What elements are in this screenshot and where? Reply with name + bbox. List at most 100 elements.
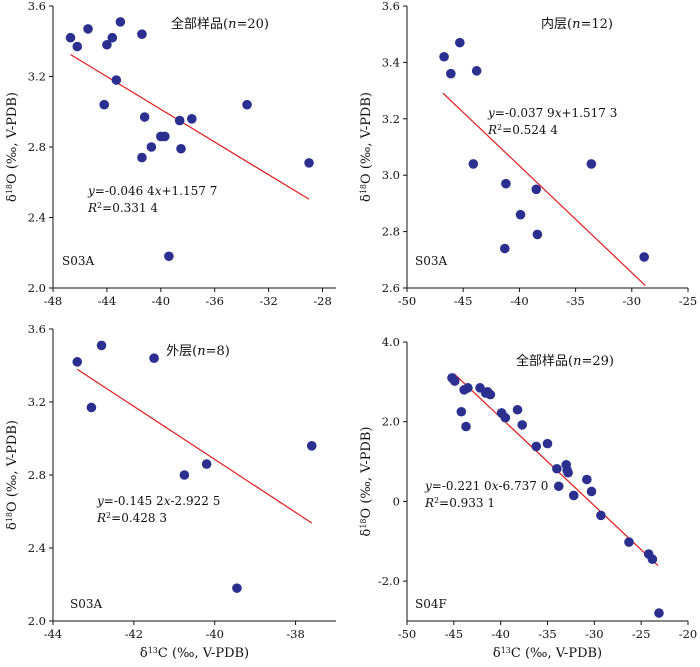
data-point bbox=[455, 37, 465, 48]
x-tick-label: -35 bbox=[566, 294, 585, 308]
data-point bbox=[532, 229, 543, 240]
y-tick-label: 3.2 bbox=[28, 395, 46, 409]
data-point bbox=[468, 159, 479, 169]
x-tick-label: -20 bbox=[679, 627, 698, 641]
data-point bbox=[563, 467, 573, 478]
data-point bbox=[149, 353, 159, 364]
y-tick-label: 2.0 bbox=[28, 614, 46, 628]
data-point bbox=[586, 159, 597, 169]
data-point bbox=[146, 142, 157, 152]
sample-id-label: S04F bbox=[415, 597, 447, 611]
data-point bbox=[176, 143, 186, 154]
x-tick-label: -48 bbox=[44, 294, 63, 308]
regression-equation: y=-0.221 0x-6.737 0 bbox=[424, 479, 548, 493]
x-axis-label: δ13C (‰, V-PDB) bbox=[493, 646, 602, 662]
x-tick-label: -42 bbox=[125, 627, 144, 641]
data-point bbox=[160, 131, 170, 142]
x-tick-label: -44 bbox=[44, 627, 63, 641]
x-tick-label: -36 bbox=[205, 294, 224, 308]
y-tick-label: 3.2 bbox=[382, 112, 400, 126]
data-point bbox=[568, 490, 579, 501]
data-point bbox=[512, 404, 523, 415]
x-tick-label: -30 bbox=[585, 627, 604, 641]
data-point bbox=[439, 51, 449, 62]
x-tick-label: -25 bbox=[632, 627, 651, 641]
data-point bbox=[449, 376, 460, 386]
data-point bbox=[586, 486, 597, 497]
x-tick-label: -32 bbox=[259, 294, 278, 308]
data-point bbox=[463, 383, 473, 393]
x-tick-label: -40 bbox=[152, 294, 171, 308]
x-tick-label: -44 bbox=[98, 294, 117, 308]
r-squared-label: R2=0.331 4 bbox=[87, 201, 158, 216]
panel-title: 全部样品(n=20) bbox=[171, 16, 269, 32]
r-squared-label: R2=0.524 4 bbox=[487, 123, 558, 138]
data-point bbox=[102, 39, 112, 50]
x-tick-label: -45 bbox=[445, 627, 464, 641]
data-point bbox=[531, 441, 542, 452]
regression-equation: y=-0.046 4x+1.157 7 bbox=[87, 184, 217, 198]
y-tick-label: 3.4 bbox=[382, 55, 400, 69]
r-squared-label: R2=0.933 1 bbox=[424, 496, 495, 511]
data-point bbox=[99, 99, 110, 110]
data-point bbox=[500, 412, 511, 423]
scatter-panel-1: -48 -44 -40 -36 -32 -28 2.0 2.4 2.8 3.2 3.6 全部样品(n=… bbox=[5, 0, 336, 308]
data-point bbox=[242, 99, 252, 110]
data-point bbox=[517, 420, 528, 430]
data-point bbox=[515, 209, 526, 220]
data-point bbox=[115, 17, 126, 27]
data-point bbox=[179, 470, 190, 480]
y-tick-label: 2.0 bbox=[28, 281, 46, 295]
data-point bbox=[654, 608, 664, 618]
scatter-panel-4: -50 -45 -40 -35 -30 -25 -20 -2.0 0 2.0 4.0 全部样品(n=2… bbox=[359, 335, 698, 661]
y-tick-label: 2.4 bbox=[28, 541, 46, 555]
panel-title: 全部样品(n=29) bbox=[516, 353, 614, 369]
y-tick-label: 3.6 bbox=[28, 322, 46, 336]
data-point bbox=[174, 115, 185, 126]
data-point bbox=[639, 252, 649, 262]
y-axis-label: δ18O (‰, V-PDB) bbox=[359, 92, 375, 202]
x-tick-label: -50 bbox=[398, 294, 417, 308]
regression-line bbox=[76, 368, 313, 524]
sample-id-label: S03A bbox=[70, 597, 102, 611]
x-tick-label: -28 bbox=[313, 294, 332, 308]
x-tick-label: -40 bbox=[205, 627, 224, 641]
y-tick-label: 2.0 bbox=[382, 415, 400, 429]
sample-id-label: S03A bbox=[62, 254, 94, 268]
y-tick-label: 2.8 bbox=[28, 140, 46, 154]
sample-id-label: S03A bbox=[415, 254, 447, 268]
data-point bbox=[137, 29, 147, 39]
y-tick-label: 3.2 bbox=[28, 70, 46, 84]
data-point bbox=[201, 459, 212, 469]
y-tick-label: 0 bbox=[393, 494, 400, 508]
y-tick-label: 3.6 bbox=[382, 0, 400, 13]
panel-title: 外层(n=8) bbox=[166, 344, 230, 359]
regression-equation: y=-0.037 9x+1.517 3 bbox=[487, 106, 617, 120]
regression-equation: y=-0.145 2x-2.922 5 bbox=[96, 494, 220, 508]
data-point bbox=[72, 357, 83, 367]
data-point bbox=[446, 68, 456, 79]
data-point bbox=[499, 243, 510, 254]
x-tick-label: -35 bbox=[538, 627, 557, 641]
data-point bbox=[232, 583, 242, 593]
y-axis-label: δ18O (‰, V-PDB) bbox=[5, 92, 21, 202]
data-point bbox=[542, 438, 553, 449]
y-tick-label: 2.6 bbox=[382, 281, 400, 295]
data-point bbox=[139, 112, 150, 122]
data-point bbox=[482, 387, 493, 397]
x-tick-label: -40 bbox=[491, 627, 510, 641]
data-point bbox=[596, 510, 606, 521]
x-tick-label: -45 bbox=[454, 294, 473, 308]
scatter-panel-2: -50 -45 -40 -35 -30 -25 2.6 2.8 3.0 3.2 3.4 3.6 内层(n… bbox=[359, 0, 698, 308]
data-point bbox=[107, 32, 118, 43]
data-point bbox=[456, 406, 467, 417]
regression-line bbox=[70, 54, 310, 200]
data-point bbox=[304, 158, 314, 168]
y-tick-label: 2.8 bbox=[28, 468, 46, 482]
data-point bbox=[306, 441, 317, 451]
x-tick-label: -38 bbox=[286, 627, 305, 641]
data-point bbox=[111, 75, 122, 85]
data-point bbox=[187, 114, 197, 124]
y-tick-label: 3.6 bbox=[28, 0, 46, 13]
